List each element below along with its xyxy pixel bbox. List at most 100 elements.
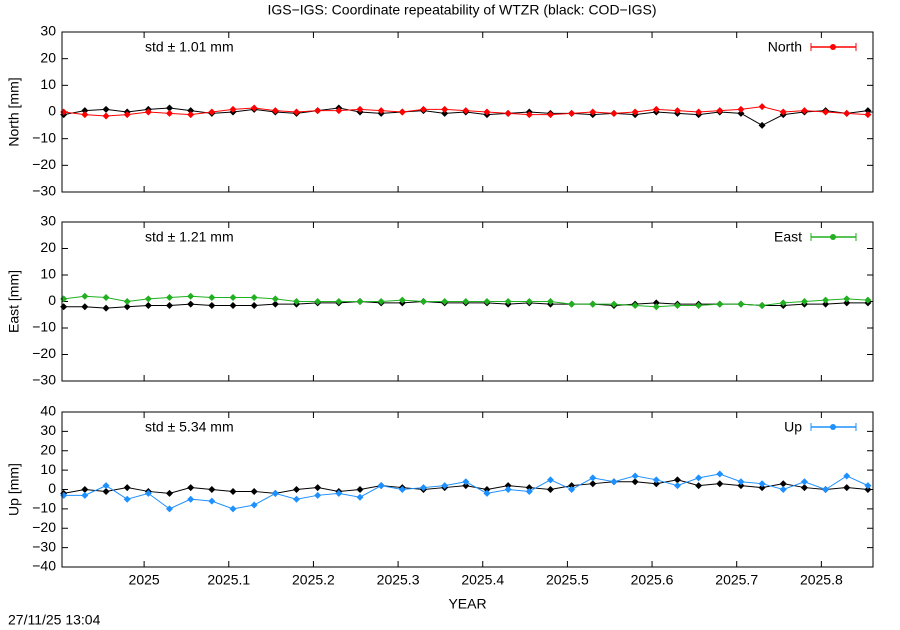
- data-point: [525, 298, 533, 305]
- data-point: [166, 301, 174, 309]
- data-point: [229, 487, 237, 495]
- data-point: [144, 301, 152, 309]
- data-point: [208, 301, 216, 309]
- data-point: [758, 301, 766, 309]
- x-tick-label: 2025.5: [546, 572, 589, 588]
- data-point: [208, 294, 216, 302]
- data-point: [843, 299, 851, 307]
- data-point: [81, 486, 89, 493]
- data-point: [864, 482, 872, 490]
- legend-swatch: [830, 424, 836, 430]
- data-point: [208, 108, 216, 116]
- y-tick-label: −10: [32, 500, 56, 516]
- data-point: [123, 298, 131, 305]
- data-point: [525, 487, 533, 495]
- data-point: [250, 501, 258, 509]
- data-point: [102, 112, 110, 120]
- data-point: [250, 294, 258, 302]
- data-point: [187, 495, 195, 503]
- data-point: [314, 107, 322, 115]
- annotation: std ± 5.34 mm: [145, 419, 234, 435]
- data-point: [610, 109, 618, 117]
- data-point: [800, 298, 808, 305]
- data-point: [779, 486, 787, 493]
- data-point: [568, 482, 576, 490]
- data-point: [81, 303, 89, 311]
- data-point: [758, 484, 766, 492]
- data-point: [187, 107, 195, 115]
- data-point: [631, 478, 639, 486]
- y-tick-label: 30: [40, 422, 56, 438]
- data-point: [144, 489, 152, 497]
- data-point: [441, 298, 449, 305]
- data-point: [229, 294, 237, 302]
- data-point: [483, 489, 491, 497]
- data-point: [525, 484, 533, 492]
- y-axis-label: North [mm]: [6, 77, 22, 146]
- data-point: [673, 107, 681, 115]
- data-point: [271, 107, 279, 115]
- y-tick-label: −20: [32, 345, 56, 361]
- data-point: [250, 104, 258, 112]
- data-point: [652, 105, 660, 113]
- data-point: [716, 470, 724, 478]
- data-point: [81, 292, 89, 300]
- data-point: [208, 497, 216, 505]
- data-point: [504, 486, 512, 493]
- data-point: [419, 484, 427, 492]
- data-point: [822, 108, 830, 116]
- data-point: [800, 484, 808, 492]
- data-point: [292, 298, 300, 305]
- data-point: [229, 505, 237, 513]
- legend-swatch: [830, 234, 836, 240]
- data-point: [166, 109, 174, 117]
- data-point: [546, 476, 554, 484]
- data-point: [800, 478, 808, 486]
- data-point: [673, 482, 681, 490]
- y-tick-label: 30: [40, 23, 56, 39]
- data-point: [81, 491, 89, 499]
- y-tick-label: 10: [40, 461, 56, 477]
- data-point: [737, 109, 745, 117]
- data-point: [81, 111, 89, 119]
- data-point: [335, 489, 343, 497]
- annotation: std ± 1.01 mm: [145, 39, 234, 55]
- y-tick-label: 40: [40, 403, 56, 419]
- legend-label: North: [768, 39, 802, 55]
- data-point: [419, 105, 427, 113]
- data-point: [144, 295, 152, 303]
- data-point: [229, 301, 237, 309]
- data-point: [398, 296, 406, 304]
- data-point: [568, 486, 576, 493]
- y-axis-label: Up [mm]: [6, 463, 22, 516]
- data-point: [377, 482, 385, 490]
- data-point: [695, 108, 703, 116]
- data-point: [102, 105, 110, 113]
- data-point: [589, 474, 597, 482]
- data-point: [568, 109, 576, 117]
- data-point: [737, 482, 745, 490]
- data-point: [716, 107, 724, 115]
- y-tick-label: 30: [40, 213, 56, 229]
- data-point: [314, 491, 322, 499]
- data-point: [102, 482, 110, 490]
- data-point: [419, 298, 427, 305]
- data-point: [356, 105, 364, 113]
- plot-frame: [61, 411, 874, 568]
- legend-label: Up: [784, 419, 802, 435]
- y-tick-label: −20: [32, 519, 56, 535]
- data-point: [377, 298, 385, 305]
- y-tick-label: −30: [32, 183, 56, 199]
- data-point: [123, 303, 131, 311]
- data-point: [673, 476, 681, 484]
- data-point: [187, 300, 195, 308]
- data-point: [822, 296, 830, 304]
- data-point: [610, 300, 618, 308]
- data-point: [737, 300, 745, 308]
- data-point: [843, 295, 851, 303]
- data-point: [737, 478, 745, 486]
- x-tick-label: 2025.1: [207, 572, 250, 588]
- data-point: [377, 107, 385, 115]
- data-point: [187, 292, 195, 300]
